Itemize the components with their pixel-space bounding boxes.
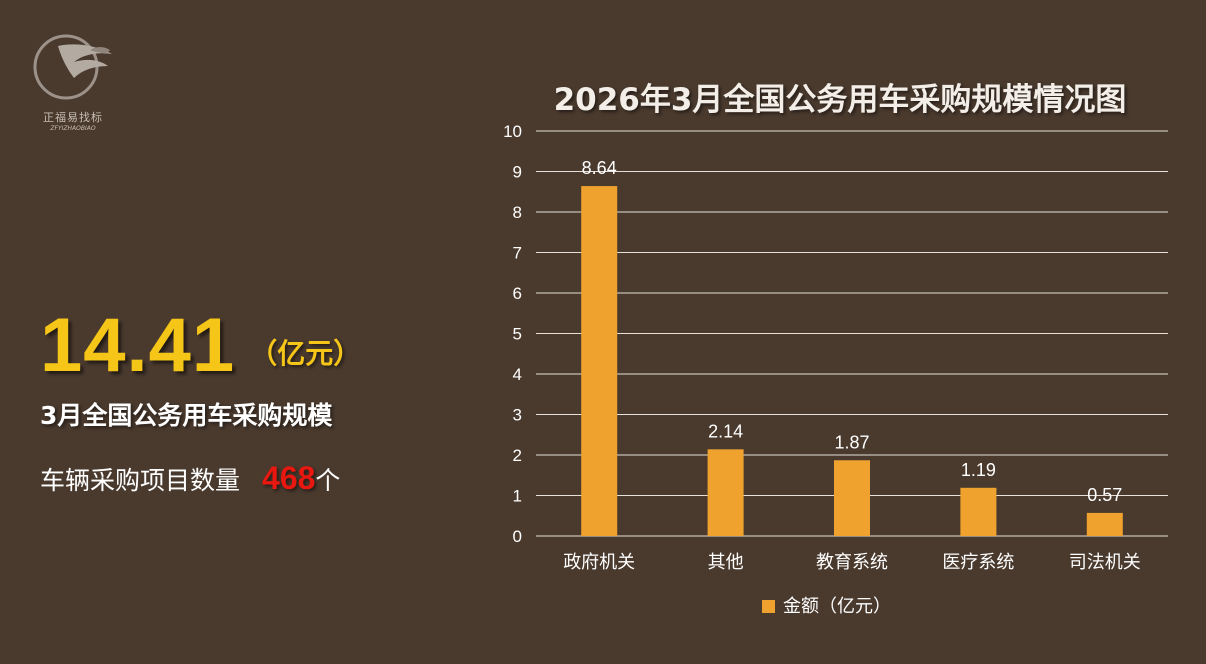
- x-tick-label: 教育系统: [816, 552, 888, 573]
- bar: [834, 460, 870, 536]
- eagle-circle-logo-icon: [33, 34, 112, 100]
- count-label: 车辆采购项目数量: [40, 466, 241, 495]
- brand-name-en: ZFYIZHAOBIAO: [50, 125, 96, 132]
- y-tick-label: 0: [513, 527, 522, 546]
- data-label: 0.57: [1087, 485, 1122, 505]
- x-tick-label: 医疗系统: [942, 552, 1014, 573]
- data-label: 2.14: [708, 421, 743, 441]
- chart-title: 2026年3月全国公务用车采购规模情况图: [553, 82, 1127, 118]
- legend-label: 金额（亿元）: [783, 596, 891, 617]
- y-tick-label: 10: [503, 122, 522, 141]
- y-tick-label: 5: [513, 325, 522, 344]
- y-tick-label: 4: [513, 365, 522, 384]
- bar: [960, 487, 997, 536]
- y-tick-label: 1: [513, 487, 522, 506]
- x-tick-label: 其他: [708, 552, 744, 573]
- count-value: 468: [262, 460, 316, 496]
- total-unit: （亿元）: [249, 337, 362, 370]
- y-tick-label: 3: [513, 406, 522, 425]
- brand-logo: 正福易找标 ZFYIZHAOBIAO: [28, 32, 118, 132]
- y-tick-label: 8: [513, 203, 522, 222]
- y-tick-label: 7: [513, 244, 522, 263]
- y-tick-label: 2: [513, 446, 522, 465]
- bar: [581, 186, 618, 536]
- y-tick-label: 6: [513, 284, 522, 303]
- count-unit: 个: [315, 466, 341, 495]
- bar: [707, 449, 744, 536]
- legend-swatch: [762, 600, 775, 613]
- x-tick-label: 司法机关: [1069, 552, 1141, 573]
- project-count-row: 车辆采购项目数量 468个: [40, 460, 340, 497]
- brand-name-cn: 正福易找标: [43, 111, 103, 124]
- data-label: 8.64: [582, 158, 617, 178]
- data-label: 1.19: [961, 460, 996, 480]
- total-value: 14.41: [40, 303, 236, 388]
- data-label: 1.87: [834, 432, 869, 452]
- summary-subtitle: 3月全国公务用车采购规模: [40, 401, 333, 430]
- x-tick-label: 政府机关: [563, 552, 635, 573]
- total-value-block: 14.41 （亿元）: [40, 302, 361, 389]
- chart-legend: 金额（亿元）: [762, 592, 891, 618]
- y-tick-label: 9: [513, 163, 522, 182]
- bar: [1086, 512, 1123, 536]
